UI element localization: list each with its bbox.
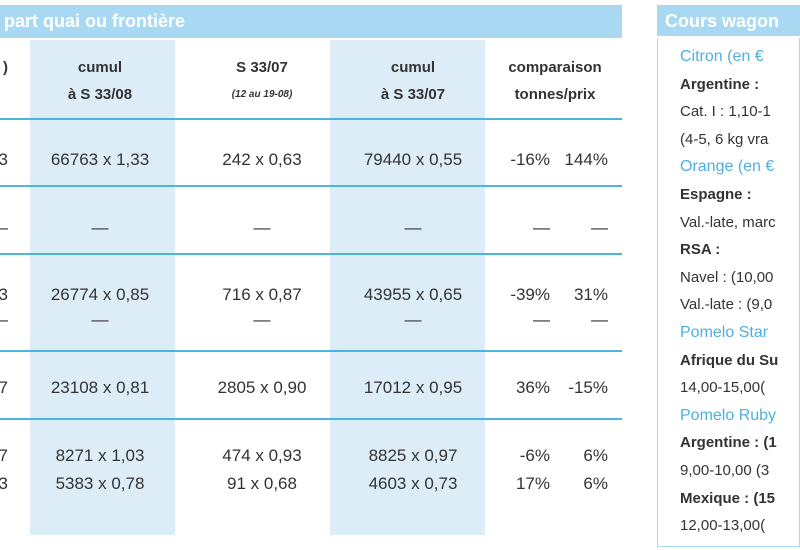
table-cell: 4603 x 0,73 xyxy=(368,474,458,493)
table-title: part quai ou frontière xyxy=(0,5,622,38)
column-shade xyxy=(330,40,485,535)
table-cell: 43955 x 0,65 xyxy=(363,285,463,304)
separator xyxy=(0,185,622,187)
separator xyxy=(0,253,622,255)
price-line: Val.-late, marc xyxy=(680,213,776,231)
origin: Argentine : xyxy=(680,75,760,93)
product-heading: Orange (en € xyxy=(680,158,775,176)
table-cell: 91 x 0,68 xyxy=(227,474,297,493)
separator xyxy=(0,118,622,120)
column-header: cumul xyxy=(77,59,123,76)
table-cell: 474 x 0,93 xyxy=(222,446,302,465)
table-cell: 716 x 0,87 xyxy=(222,285,302,304)
table-cell: — xyxy=(91,218,109,237)
table-cell: 7 xyxy=(0,446,8,465)
product-heading: Pomelo Ruby xyxy=(680,406,777,424)
table-cell: 31% xyxy=(573,285,608,304)
table-cell: — xyxy=(533,218,550,237)
origin: Argentine : (1 xyxy=(680,434,777,452)
table-cell: 26774 x 0,85 xyxy=(50,285,150,304)
column-shade xyxy=(30,40,175,535)
origin: RSA : xyxy=(680,241,721,259)
table-cell: — xyxy=(591,310,608,329)
origin: Espagne : xyxy=(680,186,752,203)
table-cell: — xyxy=(533,310,550,329)
table-cell: 17% xyxy=(515,474,550,493)
table-cell: 8271 x 1,03 xyxy=(55,446,145,465)
table-cell: 144% xyxy=(564,150,608,169)
table-cell: 17012 x 0,95 xyxy=(363,378,463,397)
table-cell: -15% xyxy=(568,378,608,397)
table-cell: 23108 x 0,81 xyxy=(50,378,150,397)
table-cell: -16% xyxy=(510,150,550,169)
table-cell: 66763 x 1,33 xyxy=(50,150,150,169)
column-header: S 33/07 xyxy=(236,59,288,76)
panel-title: Cours wagon xyxy=(657,5,800,36)
column-header: comparaison xyxy=(508,59,602,76)
table-cell: 6% xyxy=(583,446,608,465)
price-line: 14,00-15,00( xyxy=(680,379,766,397)
table-cell: 6% xyxy=(583,474,608,493)
column-header: à S 33/07 xyxy=(380,86,446,103)
table-cell: — xyxy=(91,310,109,329)
table-cell: -39% xyxy=(510,285,550,304)
table-cell: 242 x 0,63 xyxy=(222,150,302,169)
price-line: 12,00-13,00( xyxy=(680,517,766,535)
price-line: 9,00-10,00 (3 xyxy=(680,462,770,479)
column-header: ) xyxy=(3,59,8,76)
table-cell: — xyxy=(253,218,271,237)
column-header: tonnes/prix xyxy=(514,86,596,103)
table-cell: 3 xyxy=(0,285,8,304)
column-header: à S 33/08 xyxy=(67,86,133,103)
separator xyxy=(0,350,622,352)
table-cell: — xyxy=(253,310,271,329)
table-cell: 3 xyxy=(0,474,8,493)
price-line: Navel : (10,00 xyxy=(680,268,774,286)
product-heading: Pomelo Star xyxy=(680,324,769,341)
separator xyxy=(0,418,622,420)
table-cell: 8825 x 0,97 xyxy=(368,446,458,465)
table-cell: — xyxy=(0,217,8,239)
origin: Afrique du Su xyxy=(680,351,779,369)
price-line: (4-5, 6 kg vra xyxy=(680,130,769,148)
table-cell: — xyxy=(0,309,8,331)
table-cell: 2805 x 0,90 xyxy=(217,378,307,397)
table-cell: — xyxy=(404,218,422,237)
price-line: Cat. I : 1,10-1 xyxy=(680,103,771,121)
table-cell: 7 xyxy=(0,378,8,397)
table-cell: -6% xyxy=(519,446,550,465)
table-cell: — xyxy=(404,310,422,329)
table-cell: 79440 x 0,55 xyxy=(363,150,463,169)
table-cell: 36% xyxy=(515,378,550,397)
table-cell: 3 xyxy=(0,150,8,169)
price-line: Val.-late : (9,0 xyxy=(680,296,773,314)
origin: Mexique : (15 xyxy=(680,489,776,507)
column-header: cumul xyxy=(390,59,436,76)
column-header: (12 au 19-08) xyxy=(231,89,293,100)
table-cell: 5383 x 0,78 xyxy=(55,474,145,493)
table-cell: — xyxy=(591,218,608,237)
product-heading: Citron (en € xyxy=(680,48,764,65)
